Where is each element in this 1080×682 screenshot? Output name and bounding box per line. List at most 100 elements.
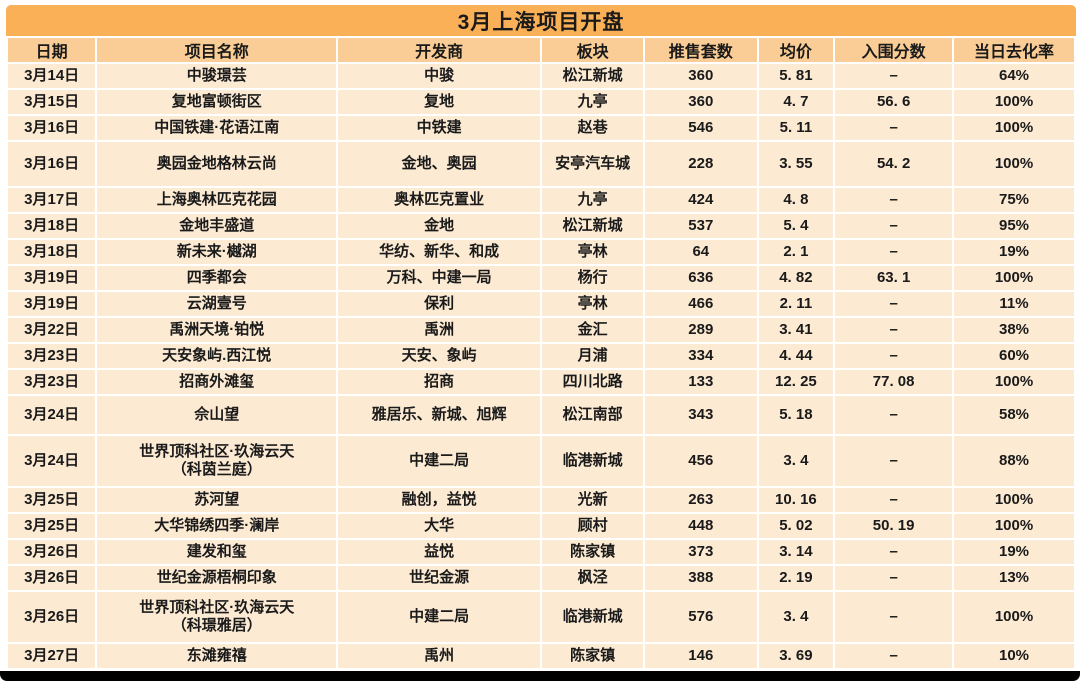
table-cell: 334 bbox=[645, 344, 757, 368]
column-header-units: 推售套数 bbox=[645, 38, 757, 62]
table-cell: 13% bbox=[954, 566, 1074, 590]
table-cell: 中建二局 bbox=[338, 436, 541, 486]
table-cell: – bbox=[835, 240, 953, 264]
table-cell: – bbox=[835, 292, 953, 316]
table-cell: 松江新城 bbox=[542, 64, 644, 88]
table-cell: 赵巷 bbox=[542, 116, 644, 140]
table-cell: 3月26日 bbox=[8, 566, 96, 590]
table-cell: 天安、象屿 bbox=[338, 344, 541, 368]
table-cell: 3月16日 bbox=[8, 116, 96, 140]
table-cell: 373 bbox=[645, 540, 757, 564]
table-cell: 3月24日 bbox=[8, 436, 96, 486]
table-cell: 38% bbox=[954, 318, 1074, 342]
table-cell: 95% bbox=[954, 214, 1074, 238]
table-cell: 云湖壹号 bbox=[97, 292, 337, 316]
table-cell: – bbox=[835, 396, 953, 434]
table-cell: 3. 55 bbox=[758, 142, 834, 186]
table-row: 3月16日 中国铁建·花语江南 中铁建 赵巷 546 5. 11–100% bbox=[8, 116, 1074, 140]
table-cell: 58% bbox=[954, 396, 1074, 434]
table-cell: 466 bbox=[645, 292, 757, 316]
table-cell: 100% bbox=[954, 488, 1074, 512]
table-cell: 佘山望 bbox=[97, 396, 337, 434]
table-cell: – bbox=[835, 318, 953, 342]
table-cell: 奥园金地格林云尚 bbox=[97, 142, 337, 186]
table-cell: 4. 82 bbox=[758, 266, 834, 290]
table-row: 3月23日 天安象屿.西江悦 天安、象屿 月浦 334 4. 44–60% bbox=[8, 344, 1074, 368]
table-cell: 万科、中建一局 bbox=[338, 266, 541, 290]
table-cell: 3月25日 bbox=[8, 514, 96, 538]
table-cell: 大华 bbox=[338, 514, 541, 538]
table-cell: 11% bbox=[954, 292, 1074, 316]
table-cell: 388 bbox=[645, 566, 757, 590]
table-row: 3月26日 世界顶科社区·玖海云天 （科璟雅居） 中建二局 临港新城 576 3. 4–1… bbox=[8, 592, 1074, 642]
table-row: 3月22日 禹洲天境·铂悦 禹洲 金汇 289 3. 41–38% bbox=[8, 318, 1074, 342]
table-cell: 64 bbox=[645, 240, 757, 264]
table-cell: 奥林匹克置业 bbox=[338, 188, 541, 212]
table-cell: 146 bbox=[645, 644, 757, 668]
table-cell: 3. 41 bbox=[758, 318, 834, 342]
table-cell: 456 bbox=[645, 436, 757, 486]
table-row: 3月24日 世界顶科社区·玖海云天 （科茵兰庭） 中建二局 临港新城 456 3. 4–8… bbox=[8, 436, 1074, 486]
table-cell: 537 bbox=[645, 214, 757, 238]
table-cell: 100% bbox=[954, 116, 1074, 140]
table-cell: 3月25日 bbox=[8, 488, 96, 512]
table-cell: 四川北路 bbox=[542, 370, 644, 394]
table-cell: 75% bbox=[954, 188, 1074, 212]
table-cell: 杨行 bbox=[542, 266, 644, 290]
table-cell: – bbox=[835, 644, 953, 668]
table-row: 3月23日 招商外滩玺 招商 四川北路 133 12. 25 77. 08 100% bbox=[8, 370, 1074, 394]
table-cell: – bbox=[835, 592, 953, 642]
table-cell: 3月23日 bbox=[8, 370, 96, 394]
projects-table: 日期 项目名称 开发商 板块 推售套数 均价 入围分数 当日去化率 3月14日中… bbox=[6, 36, 1076, 670]
table-cell: 63. 1 bbox=[835, 266, 953, 290]
table-cell: 263 bbox=[645, 488, 757, 512]
table-cell: 5. 4 bbox=[758, 214, 834, 238]
table-cell: 新未来·樾湖 bbox=[97, 240, 337, 264]
table-row: 3月18日 新未来·樾湖 华纺、新华、和成 亭林 64 2. 1–19% bbox=[8, 240, 1074, 264]
table-cell: 融创，益悦 bbox=[338, 488, 541, 512]
table-cell: 3月23日 bbox=[8, 344, 96, 368]
table-cell: 金地 bbox=[338, 214, 541, 238]
table-row: 3月15日 复地富顿街区 复地 九亭 360 4. 7 56. 6 100% bbox=[8, 90, 1074, 114]
table-cell: 100% bbox=[954, 266, 1074, 290]
table-cell: 世纪金源梧桐印象 bbox=[97, 566, 337, 590]
table-cell: 10. 16 bbox=[758, 488, 834, 512]
table-cell: 复地富顿街区 bbox=[97, 90, 337, 114]
table-cell: 448 bbox=[645, 514, 757, 538]
table-cell: 5. 81 bbox=[758, 64, 834, 88]
table-cell: 禹州 bbox=[338, 644, 541, 668]
column-header-district: 板块 bbox=[542, 38, 644, 62]
bottom-frame-bar bbox=[0, 671, 1080, 681]
table-cell: 安亭汽车城 bbox=[542, 142, 644, 186]
table-row: 3月19日 云湖壹号 保利 亭林 466 2. 11–11% bbox=[8, 292, 1074, 316]
table-cell: 临港新城 bbox=[542, 592, 644, 642]
table-cell: 临港新城 bbox=[542, 436, 644, 486]
table-cell: 424 bbox=[645, 188, 757, 212]
table-row: 3月26日 世纪金源梧桐印象 世纪金源 枫泾 388 2. 19–13% bbox=[8, 566, 1074, 590]
table-row: 3月17日 上海奥林匹克花园 奥林匹克置业 九亭 424 4. 8–75% bbox=[8, 188, 1074, 212]
table-cell: 世纪金源 bbox=[338, 566, 541, 590]
table-cell: – bbox=[835, 566, 953, 590]
table-body: 3月14日 中骏璟芸 中骏 松江新城 360 5. 81–64% 3月15日 复地富顿街区 复地… bbox=[8, 64, 1074, 668]
table-cell: 3月19日 bbox=[8, 292, 96, 316]
table-cell: 5. 18 bbox=[758, 396, 834, 434]
table-cell: 3月26日 bbox=[8, 592, 96, 642]
table-cell: 金地丰盛道 bbox=[97, 214, 337, 238]
table-cell: 3月17日 bbox=[8, 188, 96, 212]
table-cell: 3. 14 bbox=[758, 540, 834, 564]
table-cell: 100% bbox=[954, 142, 1074, 186]
table-cell: 3月14日 bbox=[8, 64, 96, 88]
table-cell: 3月18日 bbox=[8, 214, 96, 238]
table-cell: 禹洲天境·铂悦 bbox=[97, 318, 337, 342]
table-cell: 保利 bbox=[338, 292, 541, 316]
table-cell: – bbox=[835, 188, 953, 212]
table-cell: 360 bbox=[645, 90, 757, 114]
table-cell: 中铁建 bbox=[338, 116, 541, 140]
table-cell: 12. 25 bbox=[758, 370, 834, 394]
table-cell: 中国铁建·花语江南 bbox=[97, 116, 337, 140]
table-row: 3月16日 奥园金地格林云尚 金地、奥园 安亭汽车城 228 3. 55 54. 2 100% bbox=[8, 142, 1074, 186]
table-cell: 世界顶科社区·玖海云天 （科茵兰庭） bbox=[97, 436, 337, 486]
table-cell: 228 bbox=[645, 142, 757, 186]
column-header-developer: 开发商 bbox=[338, 38, 541, 62]
table-cell: 中建二局 bbox=[338, 592, 541, 642]
